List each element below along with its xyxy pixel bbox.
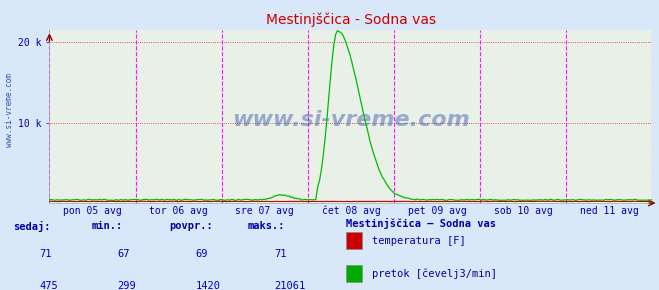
Text: povpr.:: povpr.: <box>170 221 214 231</box>
Bar <box>346 232 362 249</box>
Text: 71: 71 <box>274 249 287 259</box>
Text: 299: 299 <box>117 281 136 290</box>
Text: 71: 71 <box>40 249 51 259</box>
Text: 21061: 21061 <box>274 281 305 290</box>
Text: www.si-vreme.com: www.si-vreme.com <box>232 110 470 130</box>
Text: 475: 475 <box>40 281 58 290</box>
Text: Mestinjščica – Sodna vas: Mestinjščica – Sodna vas <box>346 218 496 229</box>
Text: maks.:: maks.: <box>248 221 285 231</box>
Text: min.:: min.: <box>92 221 123 231</box>
Bar <box>346 265 362 282</box>
Title: Mestinjščica - Sodna vas: Mestinjščica - Sodna vas <box>266 12 436 26</box>
Text: www.si-vreme.com: www.si-vreme.com <box>5 73 14 147</box>
Text: temperatura [F]: temperatura [F] <box>372 236 466 246</box>
Text: 67: 67 <box>117 249 130 259</box>
Text: 69: 69 <box>196 249 208 259</box>
Text: sedaj:: sedaj: <box>13 221 51 232</box>
Text: pretok [čevelj3/min]: pretok [čevelj3/min] <box>372 268 497 279</box>
Text: 1420: 1420 <box>196 281 221 290</box>
